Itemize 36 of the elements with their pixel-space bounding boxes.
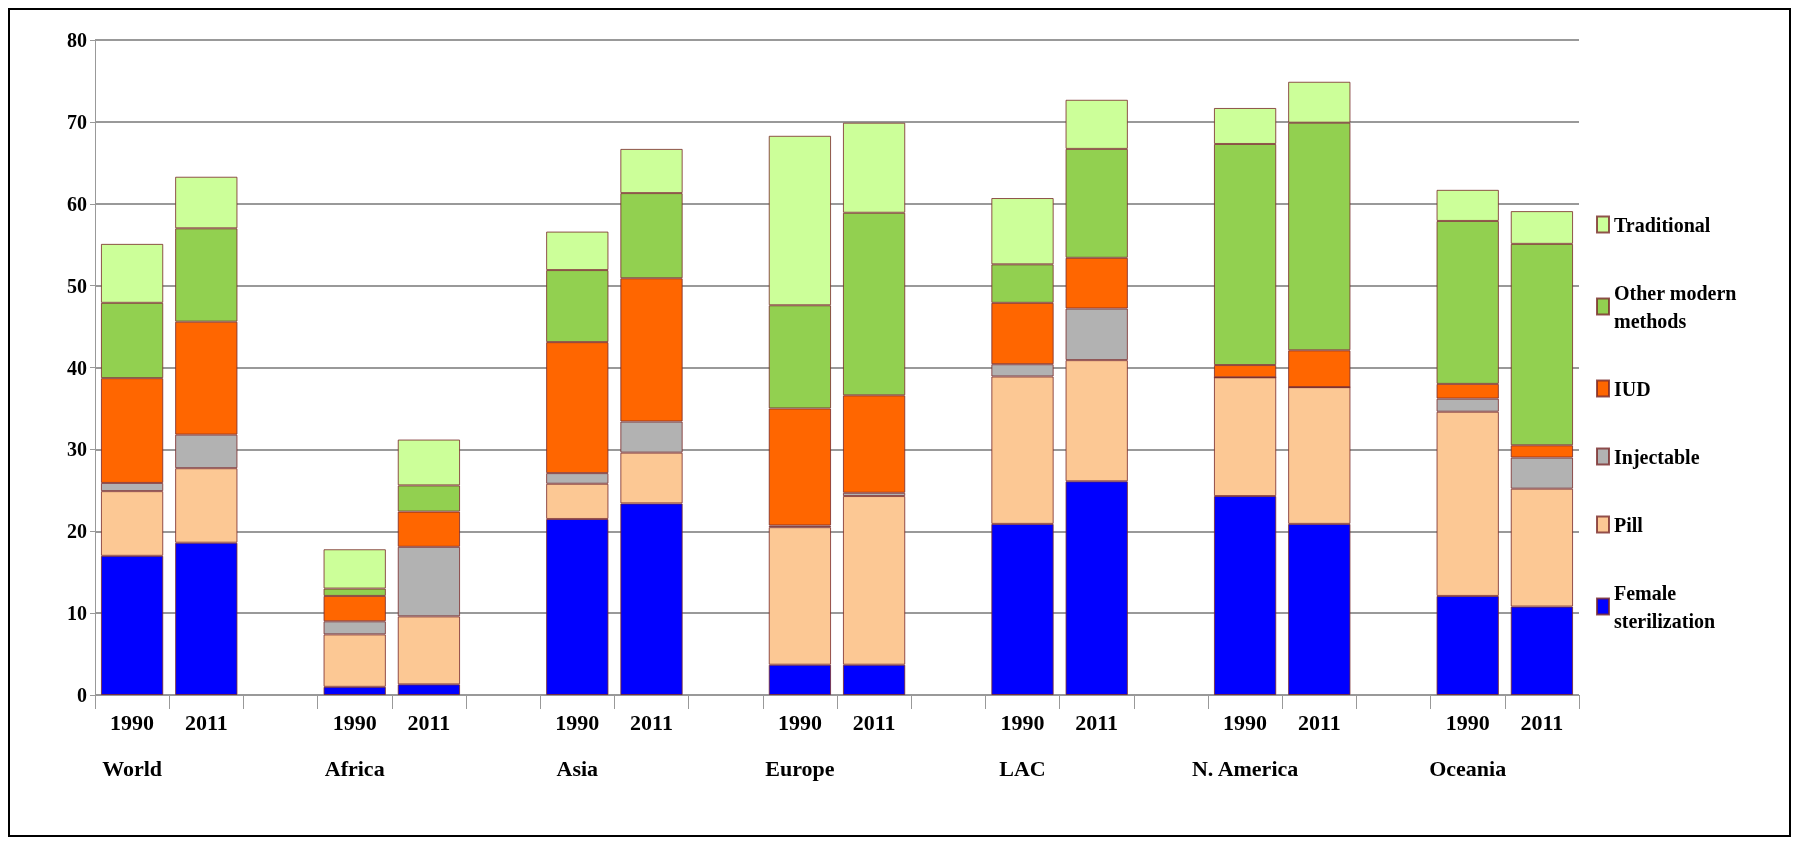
legend-label: Traditional: [1614, 213, 1711, 236]
legend-label: IUD: [1614, 377, 1651, 400]
text: Oceania: [1429, 755, 1507, 781]
y-tick-label: 30: [67, 438, 87, 461]
text: N. America: [1191, 755, 1299, 781]
legend-label: Female sterilization: [1614, 581, 1716, 632]
x-tick-label: 1990: [1000, 709, 1045, 735]
legend-label: Pill: [1614, 513, 1644, 536]
x-tick-label: 2011: [1520, 709, 1564, 735]
legend-label: Injectable: [1614, 445, 1700, 469]
y-tick-label: 50: [67, 274, 87, 297]
x-tick-label: 2011: [1297, 709, 1341, 735]
text: Europe: [765, 755, 835, 781]
x-tick-label: 2011: [1075, 709, 1119, 735]
text: World: [102, 755, 163, 781]
y-tick-label: 0: [77, 684, 87, 706]
x-tick-label: 1990: [555, 709, 600, 735]
y-tick-label: 10: [67, 602, 87, 625]
x-tick-label: 1990: [1445, 709, 1490, 735]
x-tick-label: 2011: [852, 709, 896, 735]
x-tick-label: 1990: [332, 709, 377, 735]
text: Asia: [556, 755, 599, 781]
x-tick-label: 2011: [630, 709, 673, 735]
y-tick-label: 70: [67, 110, 87, 133]
x-tick-label: 1990: [110, 709, 155, 735]
y-tick-label: 40: [67, 356, 87, 379]
x-tick-label: 2011: [407, 709, 451, 735]
x-tick-label: 2011: [184, 709, 228, 735]
legend-label: Other modern methods: [1614, 281, 1742, 332]
y-tick-label: 80: [67, 29, 87, 51]
y-tick-label: 20: [67, 520, 87, 543]
x-tick-label: 1990: [777, 709, 822, 735]
text: LAC: [999, 755, 1046, 781]
y-tick-label: 60: [67, 192, 87, 215]
text: Africa: [324, 755, 385, 781]
x-tick-label: 1990: [1223, 709, 1268, 735]
